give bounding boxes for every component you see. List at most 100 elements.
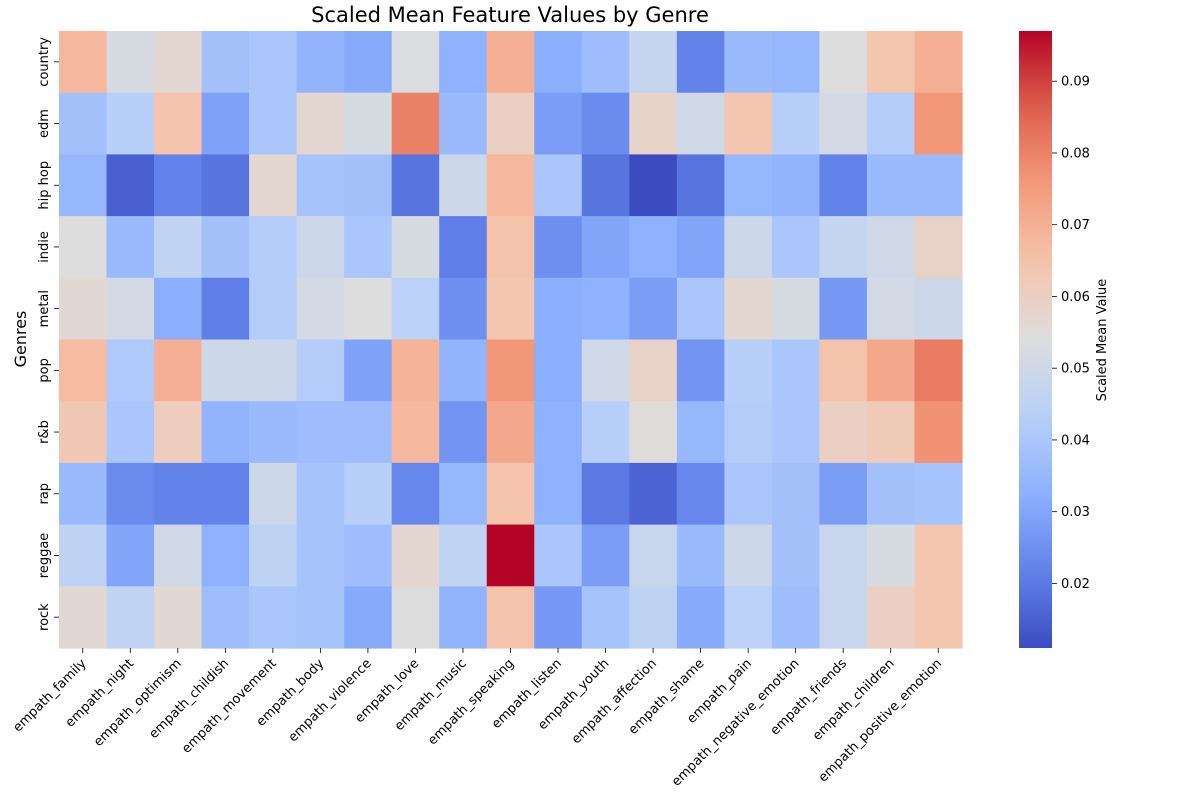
column-label-empath-childish: empath_childish (146, 656, 232, 742)
heatmap-cell-pop-empath-childish (201, 339, 250, 402)
heatmap-cell-pop-empath-pain (724, 339, 773, 402)
row-label-rock: rock (37, 603, 52, 631)
row-label-reggae: reggae (37, 533, 52, 579)
heatmap-cell-hip-hop-empath-youth (581, 154, 630, 217)
colorbar-tick-label: 0.06 (1061, 290, 1090, 305)
heatmap-cell-pop-empath-friends (819, 339, 868, 402)
heatmap-cell-hip-hop-empath-music (439, 154, 488, 217)
heatmap-cell-rock-empath-movement (249, 586, 298, 649)
colorbar-ticks: 0.02 0.03 0.04 0.05 0.06 0.07 0.08 0.09 (1052, 75, 1090, 592)
heatmap-cell-pop-empath-violence (344, 339, 393, 402)
heatmap-cell-rock-empath-music (439, 586, 488, 649)
heatmap-cell-rap-empath-body (296, 462, 345, 526)
heatmap-cell-hip-hop-empath-night (106, 154, 155, 217)
heatmap-cell-r-b-empath-movement (249, 401, 298, 464)
heatmap-cell-edm-empath-negative-emotion (771, 92, 821, 155)
heatmap-cell-reggae-empath-violence (344, 524, 393, 587)
heatmap-cell-pop-empath-movement (249, 339, 298, 402)
heatmap-cell-country-empath-speaking (486, 31, 535, 94)
heatmap-cell-rap-empath-listen (534, 462, 583, 526)
heatmap-cell-metal-empath-speaking (486, 277, 535, 341)
heatmap-cell-edm-empath-affection (629, 92, 678, 155)
heatmap-cell-pop-empath-optimism (154, 339, 203, 402)
heatmap-cell-rock-empath-childish (201, 586, 250, 649)
colorbar-gradient (1019, 31, 1052, 648)
heatmap-cell-hip-hop-empath-violence (344, 154, 393, 217)
heatmap-cell-pop-empath-negative-emotion (771, 339, 821, 402)
heatmap-cell-rap-empath-negative-emotion (771, 462, 821, 526)
heatmap-cell-rap-empath-shame (676, 462, 725, 526)
heatmap-cell-country-empath-family (59, 31, 108, 94)
heatmap-cell-hip-hop-empath-childish (201, 154, 250, 217)
column-labels: empath_familyempath_nightempath_optimism… (11, 648, 945, 790)
heatmap-cell-metal-empath-childish (201, 277, 250, 341)
heatmap-cell-indie-empath-affection (629, 216, 678, 279)
heatmap-cell-r-b-empath-positive-emotion (914, 401, 963, 464)
heatmap-cell-metal-empath-shame (676, 277, 725, 341)
heatmap-cell-edm-empath-youth (581, 92, 630, 155)
heatmap-cell-rock-empath-violence (344, 586, 393, 649)
heatmap-cell-pop-empath-music (439, 339, 488, 402)
heatmap-cell-rap-empath-affection (629, 462, 678, 526)
heatmap-cell-country-empath-music (439, 31, 488, 94)
heatmap-cell-rock-empath-optimism (154, 586, 203, 649)
heatmap-cell-rock-empath-negative-emotion (771, 586, 821, 649)
heatmap-cell-pop-empath-positive-emotion (914, 339, 963, 402)
heatmap-cell-reggae-empath-positive-emotion (914, 524, 963, 587)
heatmap-cell-country-empath-friends (819, 31, 868, 94)
heatmap-cell-rock-empath-night (106, 586, 155, 649)
heatmap-cell-indie-empath-love (391, 216, 440, 279)
column-label-empath-optimism: empath_optimism (91, 656, 185, 750)
heatmap-cell-indie-empath-negative-emotion (771, 216, 821, 279)
heatmap-cell-r-b-empath-love (391, 401, 440, 464)
heatmap-cell-metal-empath-music (439, 277, 488, 341)
heatmap-cell-reggae-empath-music (439, 524, 488, 587)
heatmap-cell-rock-empath-youth (581, 586, 630, 649)
heatmap-cell-country-empath-love (391, 31, 440, 94)
row-label-edm: edm (37, 109, 52, 138)
heatmap-cell-hip-hop-empath-body (296, 154, 345, 217)
heatmap-cell-rap-empath-speaking (486, 462, 535, 526)
heatmap-cell-r-b-empath-friends (819, 401, 868, 464)
heatmap-cell-hip-hop-empath-love (391, 154, 440, 217)
heatmap-cell-rap-empath-friends (819, 462, 868, 526)
heatmap-cell-rap-empath-family (59, 462, 108, 526)
heatmap-cell-indie-empath-optimism (154, 216, 203, 279)
heatmap-cell-pop-empath-youth (581, 339, 630, 402)
colorbar-tick-label: 0.07 (1061, 218, 1090, 233)
heatmap-cell-reggae-empath-family (59, 524, 108, 587)
heatmap-cell-rap-empath-optimism (154, 462, 203, 526)
row-labels: country edm hip hop indie metal pop r&b rap regg… (37, 37, 59, 631)
heatmap-cell-reggae-empath-night (106, 524, 155, 587)
column-label-empath-children: empath_children (810, 656, 898, 744)
heatmap-cell-reggae-empath-movement (249, 524, 298, 587)
heatmap-cell-rap-empath-positive-emotion (914, 462, 963, 526)
heatmap-cell-r-b-empath-pain (724, 401, 773, 464)
heatmap-cell-country-empath-children (866, 31, 916, 94)
heatmap-cell-indie-empath-movement (249, 216, 298, 279)
colorbar-tick-label: 0.02 (1061, 577, 1090, 592)
heatmap-cell-r-b-empath-affection (629, 401, 678, 464)
heatmap-cell-rap-empath-youth (581, 462, 630, 526)
heatmap-cell-hip-hop-empath-positive-emotion (914, 154, 963, 217)
column-label-empath-affection: empath_affection (569, 656, 660, 747)
y-axis-label: Genres (11, 311, 30, 368)
heatmap-cell-country-empath-childish (201, 31, 250, 94)
heatmap-cell-reggae-empath-listen (534, 524, 583, 587)
heatmap-cell-reggae-empath-friends (819, 524, 868, 587)
colorbar: 0.02 0.03 0.04 0.05 0.06 0.07 0.08 0.09 Scaled … (1019, 31, 1110, 648)
heatmap-cell-country-empath-negative-emotion (771, 31, 821, 94)
heatmap-cell-edm-empath-shame (676, 92, 725, 155)
heatmap-cell-pop-empath-speaking (486, 339, 535, 402)
row-label-metal: metal (37, 290, 52, 327)
heatmap-cell-reggae-empath-affection (629, 524, 678, 587)
heatmap-cell-indie-empath-violence (344, 216, 393, 279)
heatmap-cell-edm-empath-optimism (154, 92, 203, 155)
heatmap-cell-indie-empath-childish (201, 216, 250, 279)
heatmap-cells (59, 31, 963, 649)
colorbar-tick-label: 0.04 (1061, 433, 1090, 448)
heatmap-cell-indie-empath-listen (534, 216, 583, 279)
heatmap-cell-indie-empath-positive-emotion (914, 216, 963, 279)
heatmap-cell-reggae-empath-body (296, 524, 345, 587)
heatmap-cell-reggae-empath-love (391, 524, 440, 587)
